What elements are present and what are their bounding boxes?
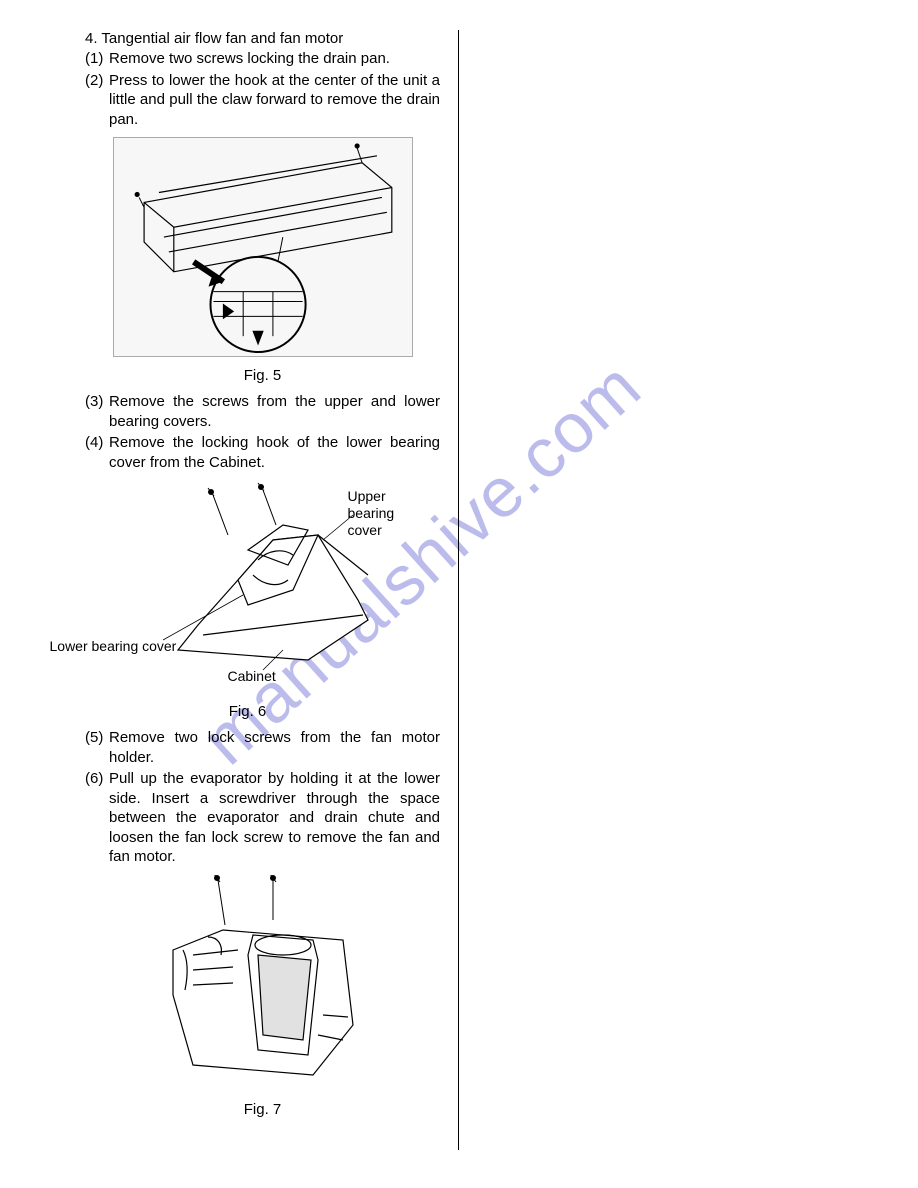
step-item: (1) Remove two screws locking the drain …	[85, 49, 440, 69]
left-column: 4. Tangential air flow fan and fan motor…	[0, 0, 480, 1166]
step-marker: (1)	[85, 49, 109, 69]
step-marker: (5)	[85, 728, 109, 767]
step-text: Remove the locking hook of the lower bea…	[109, 433, 440, 472]
step-item: (6) Pull up the evaporator by holding it…	[85, 769, 440, 867]
step-text: Pull up the evaporator by holding it at …	[109, 769, 440, 867]
figure-6-caption: Fig. 6	[55, 703, 440, 720]
figure-7-container: Fig. 7	[85, 875, 440, 1118]
fig5-svg	[114, 138, 412, 356]
section-heading: 4. Tangential air flow fan and fan motor	[85, 30, 440, 47]
step-text: Remove the screws from the upper and low…	[109, 392, 440, 431]
step-item: (3) Remove the screws from the upper and…	[85, 392, 440, 431]
figure-5-container: Fig. 5	[85, 137, 440, 384]
step-marker: (3)	[85, 392, 109, 431]
step-item: (4) Remove the locking hook of the lower…	[85, 433, 440, 472]
figure-5-drawing	[113, 137, 413, 357]
figure-6-container: Upper bearing cover Lower bearing cover …	[55, 480, 440, 720]
figure-5-caption: Fig. 5	[85, 367, 440, 384]
step-text: Press to lower the hook at the center of…	[109, 71, 440, 130]
step-text: Remove two screws locking the drain pan.	[109, 49, 440, 69]
step-marker: (2)	[85, 71, 109, 130]
step-item: (5) Remove two lock screws from the fan …	[85, 728, 440, 767]
step-marker: (6)	[85, 769, 109, 867]
step-marker: (4)	[85, 433, 109, 472]
callout-upper-bearing: Upper bearing cover	[348, 488, 395, 538]
fig7-svg	[163, 875, 363, 1090]
callout-cabinet: Cabinet	[228, 668, 276, 685]
heading-number: 4.	[85, 30, 98, 47]
figure-7-drawing	[163, 875, 363, 1090]
heading-text: Tangential air flow fan and fan motor	[101, 30, 343, 47]
step-text: Remove two lock screws from the fan moto…	[109, 728, 440, 767]
step-item: (2) Press to lower the hook at the cente…	[85, 71, 440, 130]
figure-7-caption: Fig. 7	[85, 1101, 440, 1118]
callout-lower-bearing: Lower bearing cover	[50, 638, 177, 655]
